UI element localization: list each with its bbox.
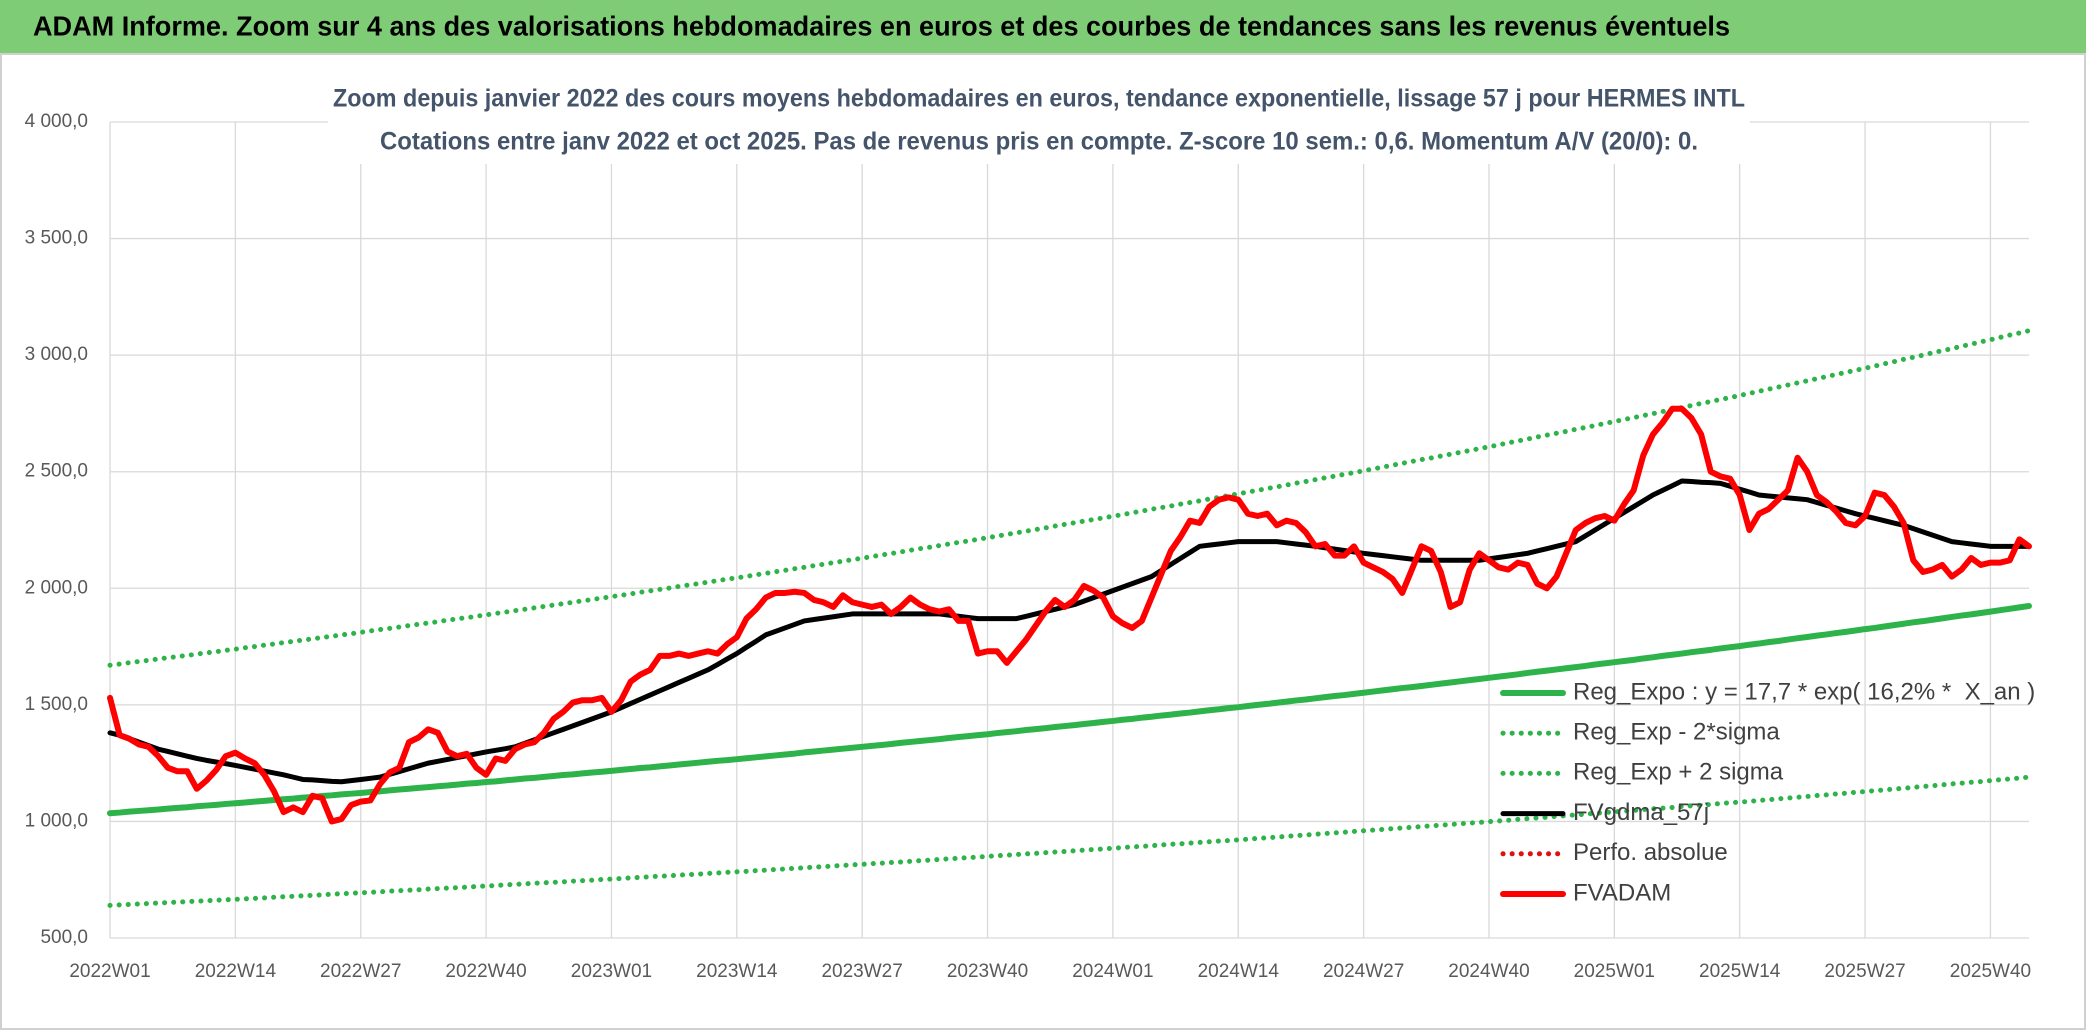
y-tick-label: 4 000,0 <box>25 111 88 132</box>
x-tick-label: 2022W14 <box>195 961 277 982</box>
x-tick-label: 2023W27 <box>821 961 902 982</box>
subtitle: Zoom depuis janvier 2022 des cours moyen… <box>333 85 1745 113</box>
y-tick-label: 2 500,0 <box>25 461 88 482</box>
x-tick-label: 2025W40 <box>1950 961 2031 982</box>
x-tick-label: 2023W40 <box>947 961 1028 982</box>
legend-label: FVADAM <box>1573 879 1671 906</box>
legend-label: Perfo. absolue <box>1573 839 1728 866</box>
series-line <box>107 603 2032 817</box>
x-tick-label: 2025W01 <box>1574 961 1655 982</box>
subtitle: Cotations entre janv 2022 et oct 2025. P… <box>380 128 1698 156</box>
y-tick-label: 3 000,0 <box>25 344 88 365</box>
y-tick-label: 1 000,0 <box>25 810 88 831</box>
x-tick-label: 2025W14 <box>1699 961 1781 982</box>
y-tick-label: 2 000,0 <box>25 577 88 598</box>
y-tick-label: 1 500,0 <box>25 694 88 715</box>
title-banner <box>0 0 2086 54</box>
series-line <box>107 405 2032 825</box>
x-tick-label: 2023W14 <box>696 961 778 982</box>
lines <box>107 328 2032 908</box>
legend-label: Reg_Exp + 2 sigma <box>1573 759 1784 786</box>
grid: 500,0 1 000,0 1 500,0 2 000,0 2 500,0 3 000,0… <box>25 111 2032 982</box>
subtitle-background <box>328 80 1750 164</box>
legend-label: FVgdma_57j <box>1573 799 1709 826</box>
x-tick-label: 2022W40 <box>445 961 526 982</box>
x-tick-label: 2024W27 <box>1323 961 1404 982</box>
legend: Reg_Expo : y = 17,7 * exp( 16,2% * X_an … <box>1500 678 2035 906</box>
y-tick-label: 3 500,0 <box>25 228 88 249</box>
series-line <box>107 328 2032 668</box>
x-tick-label: 2024W01 <box>1072 961 1153 982</box>
x-tick-label: 2024W14 <box>1198 961 1280 982</box>
series-line <box>107 774 2032 908</box>
chart-title: ADAM Informe. Zoom sur 4 ans des valoris… <box>33 10 1730 41</box>
chart-border <box>0 53 2086 1030</box>
x-tick-label: 2025W27 <box>1824 961 1905 982</box>
legend-label: Reg_Expo : y = 17,7 * exp( 16,2% * X_an … <box>1573 678 2035 705</box>
x-tick-label: 2022W01 <box>69 961 150 982</box>
x-tick-label: 2022W27 <box>320 961 401 982</box>
x-tick-label: 2023W01 <box>571 961 652 982</box>
legend-label: Reg_Exp - 2*sigma <box>1573 719 1780 746</box>
y-tick-label: 500,0 <box>40 927 88 948</box>
x-tick-label: 2024W40 <box>1448 961 1529 982</box>
